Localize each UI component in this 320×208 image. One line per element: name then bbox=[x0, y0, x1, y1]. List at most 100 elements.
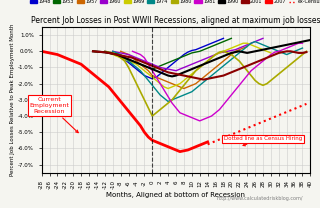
ex-Census bbox=[257, 122, 261, 125]
Line: ex-Census: ex-Census bbox=[208, 104, 307, 144]
1990 bbox=[95, 50, 99, 53]
2007 bbox=[119, 100, 123, 103]
1981 bbox=[253, 66, 257, 69]
1981 bbox=[233, 89, 237, 91]
1981 bbox=[237, 84, 241, 87]
1953 bbox=[115, 53, 119, 56]
1957 bbox=[214, 66, 218, 69]
1981 bbox=[249, 69, 253, 72]
1981 bbox=[158, 82, 162, 85]
1974 bbox=[154, 89, 158, 91]
1969 bbox=[178, 82, 182, 85]
1960 bbox=[194, 61, 198, 64]
2007 bbox=[158, 142, 162, 145]
1981 bbox=[218, 108, 221, 111]
2007 bbox=[83, 66, 87, 69]
2007 bbox=[40, 50, 44, 53]
Title: Percent Job Losses in Post WWII Recessions, aligned at maximum job losses: Percent Job Losses in Post WWII Recessio… bbox=[31, 16, 320, 25]
1974 bbox=[265, 45, 269, 48]
2007 bbox=[111, 90, 115, 93]
1969 bbox=[95, 50, 99, 53]
1948 bbox=[111, 52, 115, 54]
1953 bbox=[107, 52, 111, 54]
1969 bbox=[158, 82, 162, 85]
1974 bbox=[285, 53, 289, 56]
ex-Census bbox=[277, 114, 281, 116]
1981 bbox=[214, 111, 218, 114]
1969 bbox=[162, 86, 166, 88]
2007 bbox=[166, 146, 170, 148]
2001 bbox=[142, 61, 146, 64]
1948 bbox=[190, 49, 194, 52]
1960 bbox=[178, 68, 182, 70]
1974 bbox=[210, 74, 213, 77]
2007 bbox=[107, 86, 111, 88]
1960 bbox=[249, 42, 253, 45]
1953 bbox=[123, 57, 126, 59]
1981 bbox=[210, 115, 213, 117]
1974 bbox=[178, 95, 182, 98]
1957 bbox=[147, 69, 150, 72]
1981 bbox=[198, 120, 202, 122]
1974 bbox=[198, 84, 202, 87]
1957 bbox=[119, 50, 123, 53]
1957 bbox=[174, 84, 178, 87]
1990 bbox=[174, 74, 178, 77]
1960 bbox=[111, 50, 115, 53]
1974 bbox=[182, 94, 186, 96]
1957 bbox=[162, 79, 166, 82]
1953 bbox=[214, 44, 218, 46]
1974 bbox=[147, 79, 150, 82]
1960 bbox=[206, 57, 210, 59]
1981 bbox=[293, 44, 297, 46]
1960 bbox=[123, 52, 126, 55]
1960 bbox=[170, 69, 174, 71]
1974 bbox=[119, 53, 123, 56]
1953 bbox=[202, 48, 205, 51]
1990 bbox=[229, 52, 233, 54]
1974 bbox=[261, 44, 265, 46]
1953 bbox=[111, 52, 115, 55]
Line: 2001: 2001 bbox=[93, 51, 307, 80]
1969 bbox=[150, 76, 154, 78]
1981 bbox=[265, 57, 269, 59]
1948 bbox=[210, 42, 213, 45]
1957 bbox=[166, 81, 170, 83]
1974 bbox=[289, 52, 292, 54]
1981 bbox=[245, 74, 249, 77]
2007 bbox=[115, 95, 119, 98]
1960 bbox=[202, 58, 205, 61]
1981 bbox=[194, 118, 198, 120]
1960 bbox=[245, 44, 249, 46]
1957 bbox=[139, 63, 142, 66]
1960 bbox=[229, 49, 233, 52]
1969 bbox=[154, 79, 158, 82]
1981 bbox=[226, 99, 229, 101]
1957 bbox=[198, 79, 202, 82]
1974 bbox=[281, 52, 285, 54]
1974 bbox=[158, 94, 162, 96]
2007 bbox=[44, 51, 47, 53]
1974 bbox=[245, 45, 249, 48]
1960 bbox=[139, 58, 142, 61]
1974 bbox=[134, 66, 138, 69]
1948 bbox=[158, 73, 162, 75]
1953 bbox=[174, 58, 178, 61]
1974 bbox=[273, 48, 277, 51]
1953 bbox=[103, 51, 107, 53]
1981 bbox=[166, 95, 170, 98]
1969 bbox=[218, 52, 221, 54]
1953 bbox=[127, 58, 131, 61]
2007 bbox=[182, 150, 186, 152]
1957 bbox=[190, 84, 194, 87]
1960 bbox=[182, 66, 186, 69]
2007 bbox=[131, 115, 134, 117]
ex-Census bbox=[210, 141, 213, 144]
2007 bbox=[134, 120, 138, 122]
1974 bbox=[253, 40, 257, 43]
1953 bbox=[95, 50, 99, 53]
1957 bbox=[123, 52, 126, 54]
1960 bbox=[147, 61, 150, 64]
1948 bbox=[147, 76, 150, 78]
Text: Current
Employment
Recession: Current Employment Recession bbox=[29, 97, 78, 133]
